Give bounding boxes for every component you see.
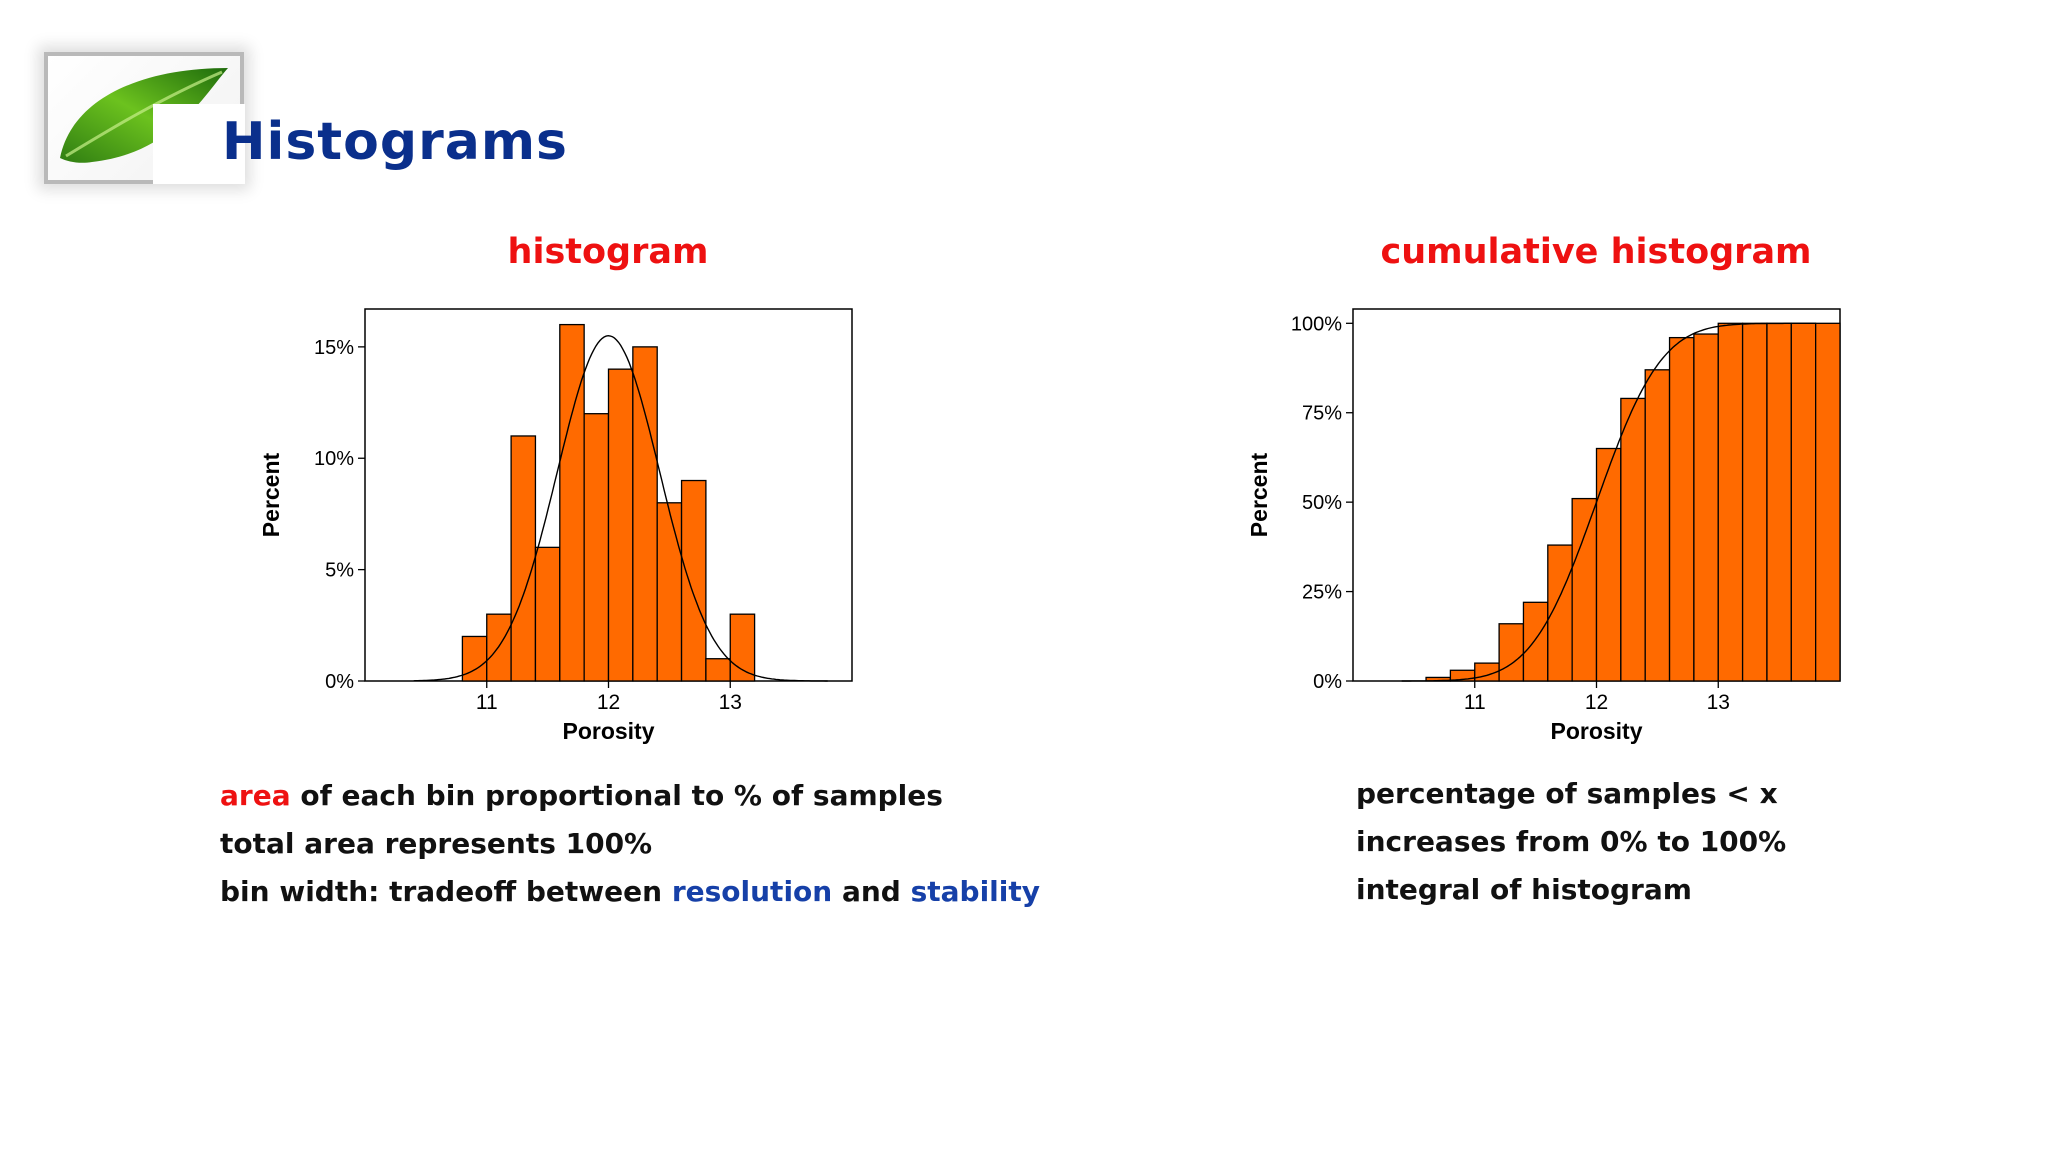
- x-tick-label: 11: [476, 691, 498, 714]
- keyword-area: area: [220, 779, 291, 812]
- y-axis-label: Percent: [1246, 452, 1272, 537]
- leaf-logo-icon: [60, 68, 228, 163]
- y-tick-label: 10%: [314, 448, 354, 470]
- histogram-bar: [1498, 623, 1525, 682]
- cumulative-histogram-title: cumulative histogram: [1380, 232, 1812, 272]
- histogram-bar: [607, 368, 634, 682]
- histogram-bar: [559, 323, 585, 682]
- keyword-stability: stability: [910, 875, 1041, 908]
- histogram-bar: [1766, 322, 1792, 682]
- left-bullet-list: area of each bin proportional to % of sa…: [220, 772, 1040, 916]
- x-tick-label: 11: [1464, 691, 1486, 714]
- bullet-area: area of each bin proportional to % of sa…: [220, 772, 1040, 820]
- logo-mask: [153, 104, 245, 184]
- fit-curve: [413, 334, 828, 682]
- y-tick-label: 5%: [325, 560, 354, 582]
- x-tick-label: 13: [1707, 691, 1730, 714]
- histogram-title: histogram: [507, 232, 709, 272]
- histogram-bar: [583, 413, 610, 682]
- histogram-bar: [1668, 336, 1695, 682]
- cumulative-histogram-chart: 0% 25% 50% 75% 100% 11 12 13 Porosity Percent: [1246, 308, 1841, 744]
- x-axis-label: Porosity: [562, 718, 654, 744]
- fit-curve: [1401, 322, 1816, 682]
- histogram-bar: [1693, 333, 1719, 682]
- y-tick-label: 15%: [314, 337, 354, 359]
- y-tick-label: 75%: [1302, 403, 1342, 425]
- keyword-resolution: resolution: [671, 875, 833, 908]
- y-axis-label: Percent: [258, 452, 284, 537]
- x-axis-label: Porosity: [1550, 718, 1642, 744]
- x-tick-label: 13: [719, 691, 742, 714]
- y-tick-label: 100%: [1291, 313, 1342, 335]
- x-tick-label: 12: [597, 691, 620, 714]
- bullet-integral: integral of histogram: [1356, 873, 1692, 906]
- histogram-bar: [632, 346, 658, 682]
- histogram-bar: [705, 658, 731, 682]
- histogram-bar: [1815, 322, 1841, 682]
- histogram-bar: [729, 613, 756, 682]
- bullet-bin-width-text: bin width: tradeoff between: [220, 875, 672, 908]
- histogram-bar: [656, 502, 683, 682]
- y-tick-label: 50%: [1302, 492, 1342, 514]
- histogram-bar: [1741, 322, 1768, 682]
- bullet-bin-width-and: and: [832, 875, 911, 908]
- right-bullet-list: percentage of samples < x increases from…: [1356, 770, 1786, 914]
- histogram-bar: [1595, 447, 1622, 682]
- histogram-chart: 0% 5% 10% 15% 11 12 13 Porosity Percent: [258, 308, 853, 744]
- histogram-bar: [1571, 497, 1598, 682]
- bullet-increases: increases from 0% to 100%: [1356, 825, 1787, 858]
- bullet-bin-width: bin width: tradeoff between resolution a…: [220, 868, 1040, 916]
- histogram-bar: [1620, 397, 1646, 682]
- histogram-bar: [486, 613, 512, 682]
- histogram-bar: [680, 479, 707, 682]
- histogram-bar: [1790, 322, 1817, 682]
- histogram-bar: [1522, 601, 1549, 682]
- page-title: Histograms: [222, 112, 568, 172]
- y-tick-label: 0%: [1313, 671, 1342, 693]
- histogram-bar: [510, 435, 537, 682]
- y-tick-label: 0%: [325, 671, 354, 693]
- x-tick-label: 12: [1585, 691, 1608, 714]
- y-tick-label: 25%: [1302, 582, 1342, 604]
- bullet-percentage: percentage of samples < x: [1356, 777, 1778, 810]
- histogram-bar: [534, 546, 561, 682]
- histogram-bar: [1717, 322, 1744, 682]
- histogram-bar: [1644, 369, 1671, 682]
- bullet-total-area: total area represents 100%: [220, 827, 653, 860]
- bullet-area-text: of each bin proportional to % of samples: [290, 779, 943, 812]
